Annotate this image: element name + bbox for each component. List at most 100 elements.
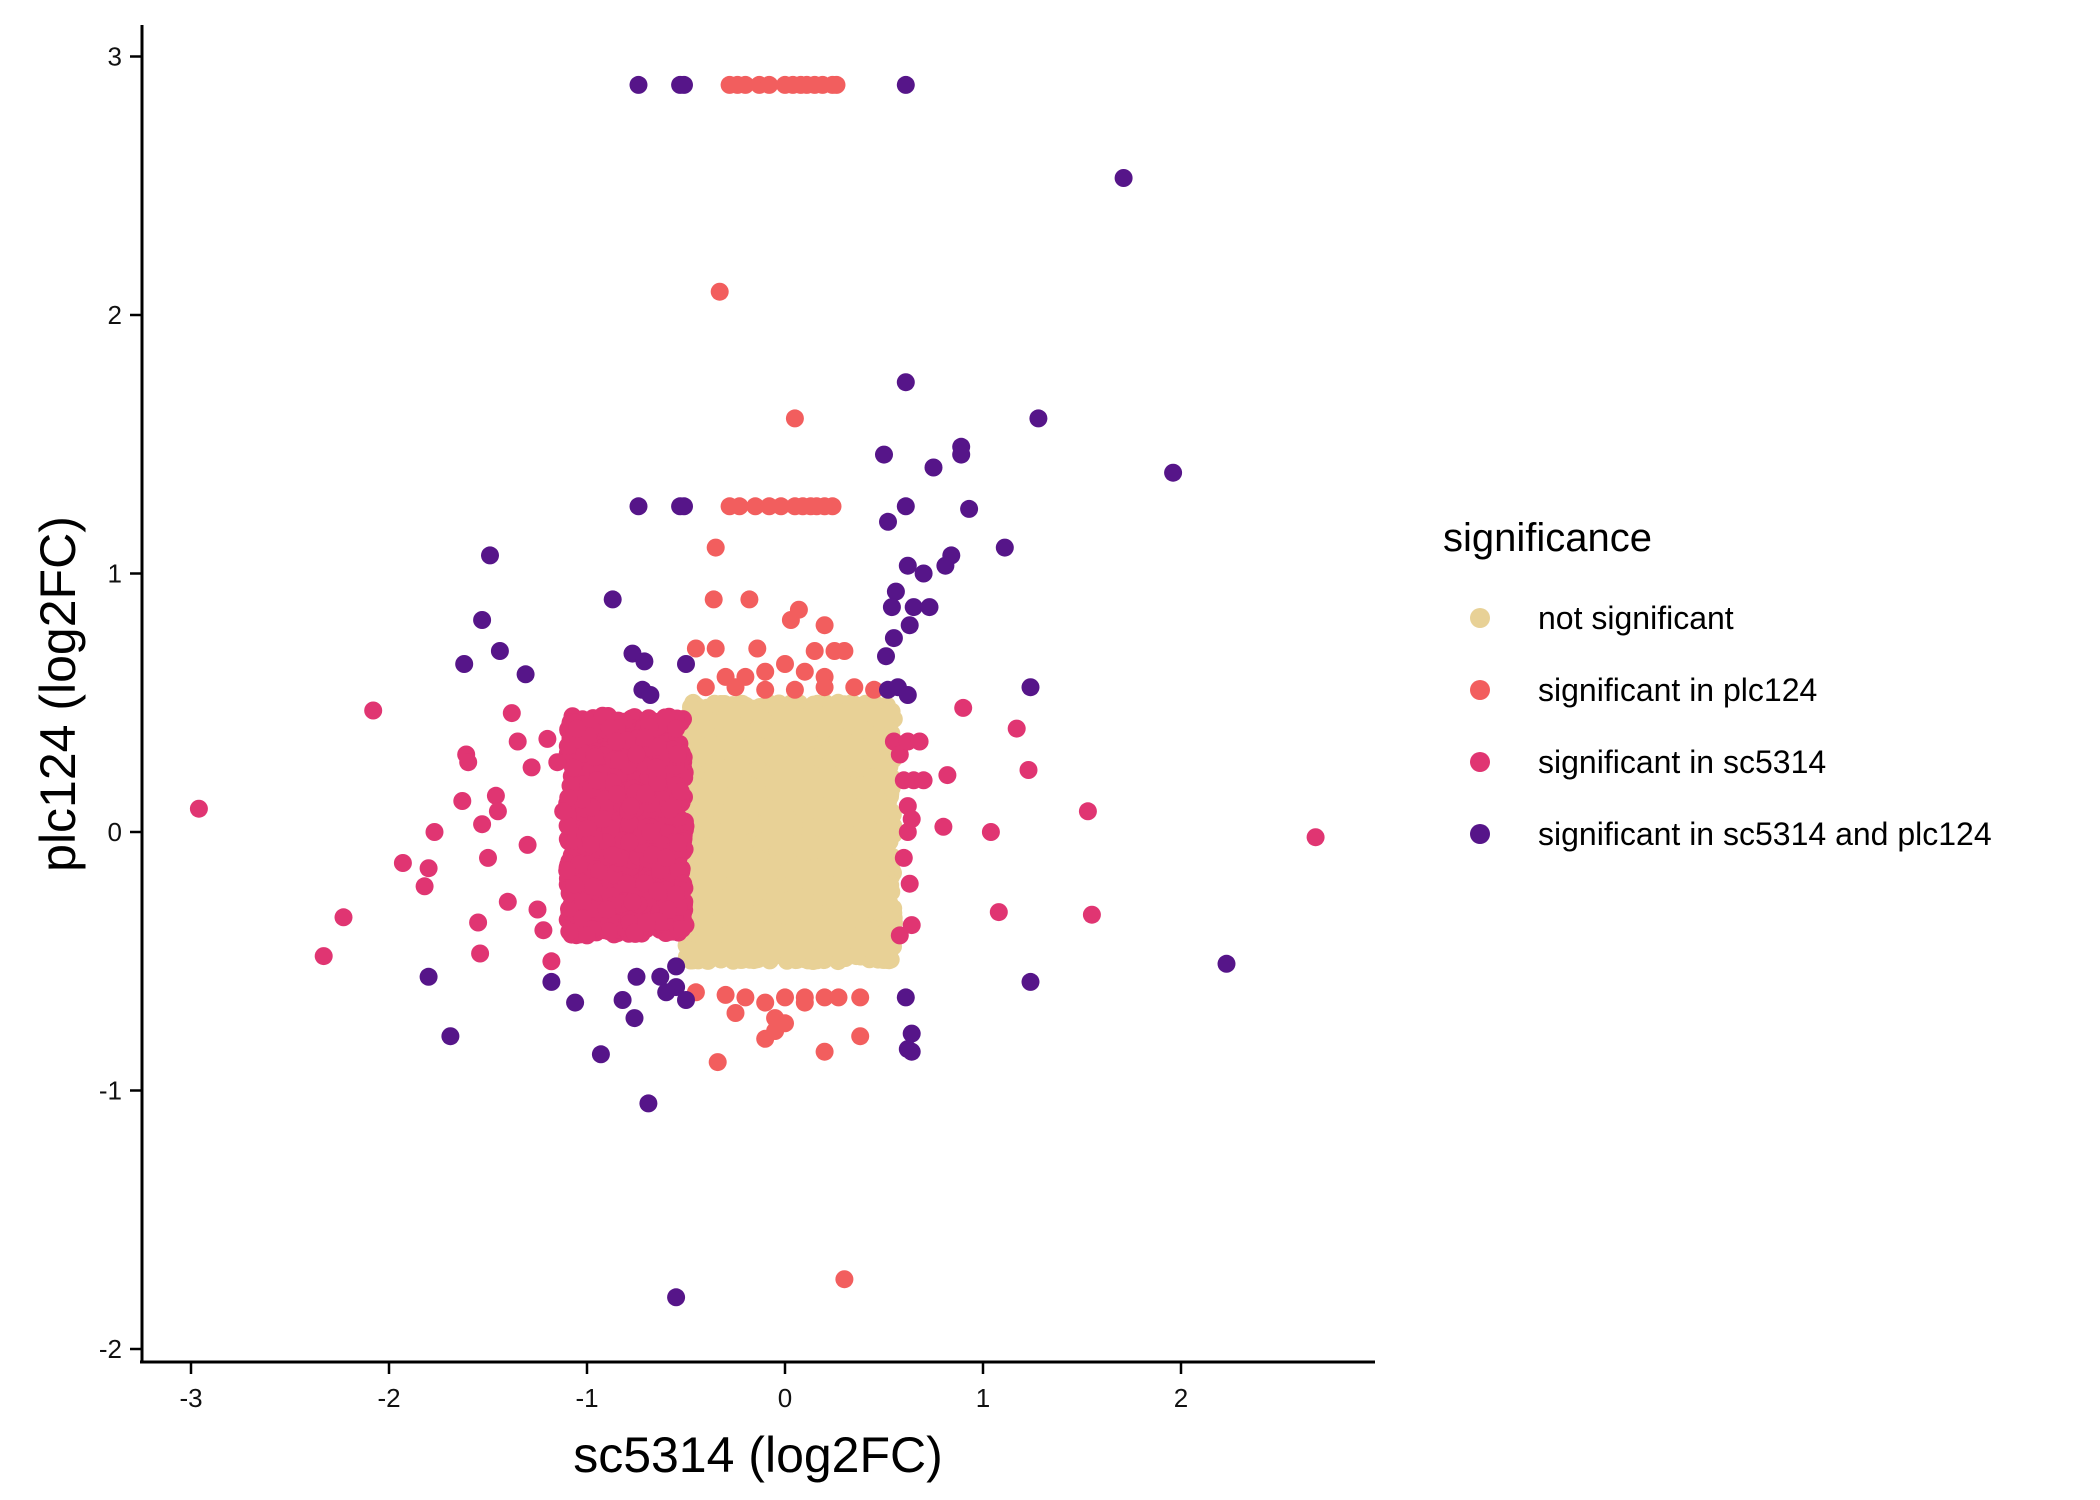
legend-label: significant in plc124	[1538, 672, 1817, 708]
data-point	[314, 947, 333, 966]
data-point	[960, 499, 979, 518]
data-point	[578, 926, 596, 945]
data-point	[667, 719, 686, 738]
legend: significance not significant significant …	[1443, 516, 1992, 852]
data-point	[910, 732, 929, 751]
data-point	[706, 639, 725, 658]
data-point	[565, 875, 584, 894]
x-tick-label: -1	[575, 1383, 598, 1413]
data-point	[804, 695, 823, 714]
legend-key	[1470, 752, 1490, 772]
data-point	[542, 952, 561, 971]
data-point	[1082, 905, 1101, 924]
data-point	[627, 745, 646, 764]
data-point	[934, 817, 953, 836]
data-point	[776, 823, 794, 841]
data-point	[747, 760, 766, 779]
data-point	[730, 497, 749, 516]
data-point	[805, 642, 824, 660]
data-point	[534, 921, 553, 940]
data-point	[743, 853, 762, 872]
legend-key	[1470, 608, 1490, 628]
data-point	[846, 884, 865, 903]
data-point	[686, 701, 705, 720]
data-point	[425, 823, 444, 841]
data-point	[415, 877, 434, 896]
data-point	[706, 771, 725, 790]
data-point	[748, 920, 767, 939]
data-point	[898, 686, 917, 704]
data-point	[669, 833, 688, 852]
data-point	[830, 781, 849, 800]
data-point	[805, 949, 824, 968]
data-point	[847, 947, 866, 966]
data-point	[566, 993, 585, 1012]
data-point	[1019, 761, 1038, 779]
data-point	[896, 988, 915, 1007]
data-point	[863, 768, 882, 787]
data-point	[620, 833, 639, 852]
data-point	[696, 678, 715, 697]
data-point	[459, 753, 478, 772]
data-point	[568, 719, 587, 738]
data-point	[890, 926, 909, 945]
data-point	[736, 798, 755, 817]
data-point	[364, 701, 383, 720]
data-point	[629, 497, 648, 516]
data-point	[1007, 719, 1026, 738]
data-point	[995, 538, 1014, 557]
x-tick-label: -2	[377, 1383, 400, 1413]
data-point	[776, 655, 794, 673]
y-axis-ticks: -2 -1 0 1 2 3	[99, 42, 142, 1364]
data-point	[730, 722, 749, 741]
y-axis-title: plc124 (log2FC)	[30, 516, 86, 872]
data-point	[851, 1027, 870, 1046]
data-point	[730, 778, 749, 797]
data-point	[890, 745, 909, 764]
data-point	[879, 512, 897, 531]
data-point	[538, 729, 557, 748]
data-point	[746, 497, 765, 516]
data-point	[587, 771, 606, 790]
data-point	[675, 75, 693, 94]
data-point	[875, 874, 893, 893]
data-point	[627, 967, 646, 986]
data-point	[875, 445, 893, 464]
data-point	[720, 886, 739, 905]
data-point	[473, 815, 492, 834]
data-point	[1078, 802, 1097, 821]
data-point	[809, 776, 828, 795]
data-point	[756, 1029, 775, 1048]
data-point	[865, 680, 884, 699]
y-tick-label: -2	[99, 1334, 122, 1364]
data-point	[707, 834, 726, 853]
data-point	[574, 892, 592, 911]
data-point	[785, 409, 804, 428]
data-point	[902, 810, 921, 829]
x-axis-title: sc5314 (log2FC)	[573, 1427, 943, 1483]
y-tick-label: 3	[108, 42, 122, 72]
data-point	[481, 546, 499, 565]
data-point	[600, 719, 619, 737]
data-point	[548, 753, 567, 772]
data-point	[625, 923, 644, 942]
data-point	[815, 988, 834, 1007]
data-point	[924, 458, 943, 477]
data-point	[621, 797, 640, 816]
data-point	[760, 951, 779, 970]
data-point	[639, 1094, 658, 1113]
data-point	[590, 862, 608, 881]
data-point	[831, 703, 850, 721]
data-point	[882, 598, 901, 617]
data-point	[785, 680, 804, 699]
data-point	[834, 840, 853, 859]
data-point	[760, 75, 779, 94]
data-point	[660, 800, 679, 819]
data-point	[799, 873, 818, 892]
data-point	[765, 889, 784, 908]
data-point	[914, 771, 933, 790]
data-point	[746, 870, 765, 889]
data-point	[834, 826, 853, 845]
y-tick-label: 0	[108, 817, 122, 847]
data-point	[593, 810, 612, 829]
